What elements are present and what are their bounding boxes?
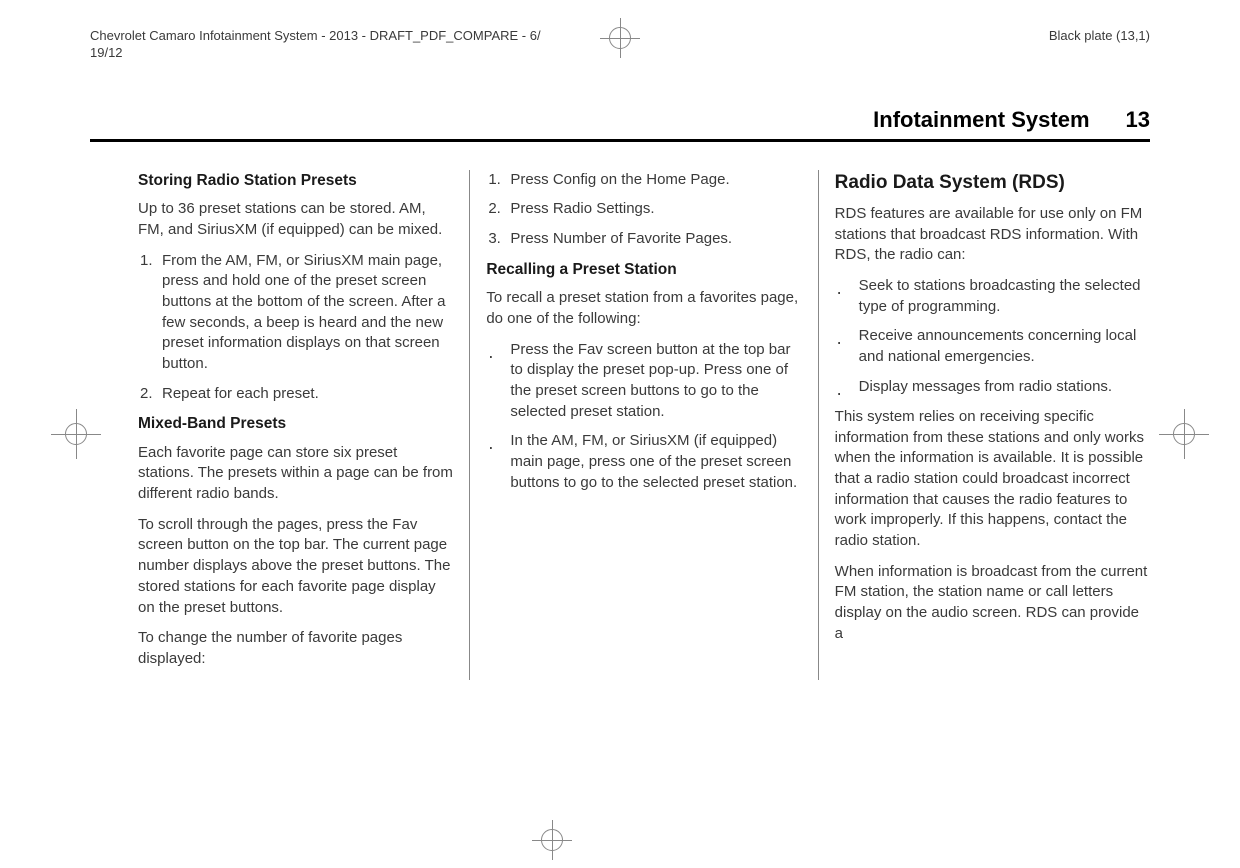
section-header: Infotainment System 13 bbox=[90, 107, 1150, 142]
bullet-mark: . bbox=[486, 431, 510, 493]
list-item: . Seek to stations broadcasting the sele… bbox=[835, 276, 1150, 317]
heading-rds: Radio Data System (RDS) bbox=[835, 170, 1150, 196]
heading-recalling-preset: Recalling a Preset Station bbox=[486, 259, 801, 280]
para: To change the number of favorite pages d… bbox=[138, 628, 453, 669]
page-number: 13 bbox=[1126, 107, 1150, 133]
column-1: Storing Radio Station Presets Up to 36 p… bbox=[138, 170, 470, 680]
list-number: 3. bbox=[486, 229, 510, 250]
para: RDS features are available for use only … bbox=[835, 204, 1150, 266]
column-2: 1. Press Config on the Home Page. 2. Pre… bbox=[470, 170, 818, 680]
bullet-mark: . bbox=[835, 377, 859, 398]
list-item: 3. Press Number of Favorite Pages. bbox=[486, 229, 801, 250]
list-number: 1. bbox=[138, 251, 162, 375]
list-text: Press Radio Settings. bbox=[510, 199, 801, 220]
list-item: . Receive announcements concerning local… bbox=[835, 326, 1150, 367]
bullet-mark: . bbox=[835, 276, 859, 317]
doc-title-line2: 19/12 bbox=[90, 45, 123, 60]
list-text: Receive announcements concerning local a… bbox=[859, 326, 1150, 367]
doc-title: Chevrolet Camaro Infotainment System - 2… bbox=[90, 28, 541, 62]
ordered-list: 1. From the AM, FM, or SiriusXM main pag… bbox=[138, 251, 453, 405]
content-area: Storing Radio Station Presets Up to 36 p… bbox=[90, 170, 1150, 680]
list-text: Press Config on the Home Page. bbox=[510, 170, 801, 191]
para: To scroll through the pages, press the F… bbox=[138, 515, 453, 618]
bullet-mark: . bbox=[486, 340, 510, 423]
column-3: Radio Data System (RDS) RDS features are… bbox=[819, 170, 1150, 680]
black-plate-label: Black plate (13,1) bbox=[1049, 28, 1150, 62]
list-text: Press the Fav screen button at the top b… bbox=[510, 340, 801, 423]
list-text: Repeat for each preset. bbox=[162, 384, 453, 405]
document-header: Chevrolet Camaro Infotainment System - 2… bbox=[90, 28, 1150, 62]
heading-mixed-band: Mixed-Band Presets bbox=[138, 413, 453, 434]
list-item: 2. Press Radio Settings. bbox=[486, 199, 801, 220]
section-title: Infotainment System bbox=[873, 107, 1089, 133]
para: Up to 36 preset stations can be stored. … bbox=[138, 199, 453, 240]
para: To recall a preset station from a favori… bbox=[486, 288, 801, 329]
list-item: . Press the Fav screen button at the top… bbox=[486, 340, 801, 423]
list-text: Seek to stations broadcasting the select… bbox=[859, 276, 1150, 317]
list-text: From the AM, FM, or SiriusXM main page, … bbox=[162, 251, 453, 375]
list-item: 1. Press Config on the Home Page. bbox=[486, 170, 801, 191]
para: This system relies on receiving specific… bbox=[835, 407, 1150, 552]
list-text: Display messages from radio stations. bbox=[859, 377, 1150, 398]
list-number: 1. bbox=[486, 170, 510, 191]
page-container: Chevrolet Camaro Infotainment System - 2… bbox=[0, 0, 1240, 868]
para: Each favorite page can store six preset … bbox=[138, 443, 453, 505]
list-text: In the AM, FM, or SiriusXM (if equipped)… bbox=[510, 431, 801, 493]
list-item: 2. Repeat for each preset. bbox=[138, 384, 453, 405]
bullet-list: . Seek to stations broadcasting the sele… bbox=[835, 276, 1150, 398]
ordered-list: 1. Press Config on the Home Page. 2. Pre… bbox=[486, 170, 801, 250]
list-item: . In the AM, FM, or SiriusXM (if equippe… bbox=[486, 431, 801, 493]
bullet-list: . Press the Fav screen button at the top… bbox=[486, 340, 801, 494]
list-item: 1. From the AM, FM, or SiriusXM main pag… bbox=[138, 251, 453, 375]
list-number: 2. bbox=[486, 199, 510, 220]
list-item: . Display messages from radio stations. bbox=[835, 377, 1150, 398]
list-number: 2. bbox=[138, 384, 162, 405]
list-text: Press Number of Favorite Pages. bbox=[510, 229, 801, 250]
bullet-mark: . bbox=[835, 326, 859, 367]
para: When information is broadcast from the c… bbox=[835, 562, 1150, 645]
doc-title-line1: Chevrolet Camaro Infotainment System - 2… bbox=[90, 28, 541, 43]
heading-storing-presets: Storing Radio Station Presets bbox=[138, 170, 453, 191]
